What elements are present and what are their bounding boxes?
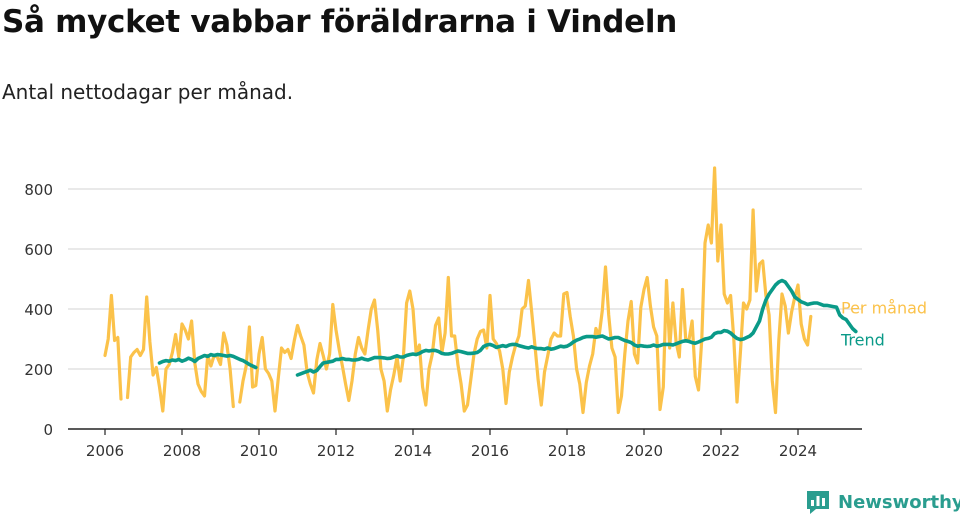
y-tick-label: 0 (43, 421, 53, 439)
y-axis-ticks: 0 200 400 600 800 (24, 181, 53, 439)
series-line-monthly (103, 166, 813, 415)
x-axis-ticks: 2006 2008 2010 2012 2014 2016 2018 2020 2022 2024 (68, 428, 862, 460)
series-lines (103, 166, 858, 415)
series-labels: Per månad Trend (840, 299, 927, 350)
x-tick-label: 2016 (471, 442, 509, 460)
series-label-trend: Trend (840, 331, 885, 350)
series-line-trend (157, 278, 858, 377)
x-tick-label: 2006 (86, 442, 124, 460)
x-tick-label: 2022 (702, 442, 740, 460)
brand-name: Newsworthy (838, 491, 960, 513)
newsworthy-logo-icon (807, 491, 829, 514)
series-label-monthly: Per månad (841, 299, 927, 318)
x-tick-label: 2018 (548, 442, 586, 460)
y-tick-label: 600 (24, 241, 53, 259)
x-tick-label: 2014 (394, 442, 432, 460)
y-tick-label: 200 (24, 361, 53, 379)
x-tick-label: 2008 (163, 442, 201, 460)
y-tick-label: 800 (24, 181, 53, 199)
x-tick-label: 2010 (240, 442, 278, 460)
y-tick-label: 400 (24, 301, 53, 319)
x-tick-label: 2024 (779, 442, 817, 460)
x-tick-label: 2012 (317, 442, 355, 460)
newsworthy-logo[interactable]: Newsworthy (804, 488, 960, 516)
grid-lines (68, 188, 862, 370)
chart-title: Så mycket vabbar föräldrarna i Vindeln (2, 4, 678, 40)
chart-subtitle: Antal nettodagar per månad. (2, 80, 294, 104)
x-tick-label: 2020 (625, 442, 663, 460)
